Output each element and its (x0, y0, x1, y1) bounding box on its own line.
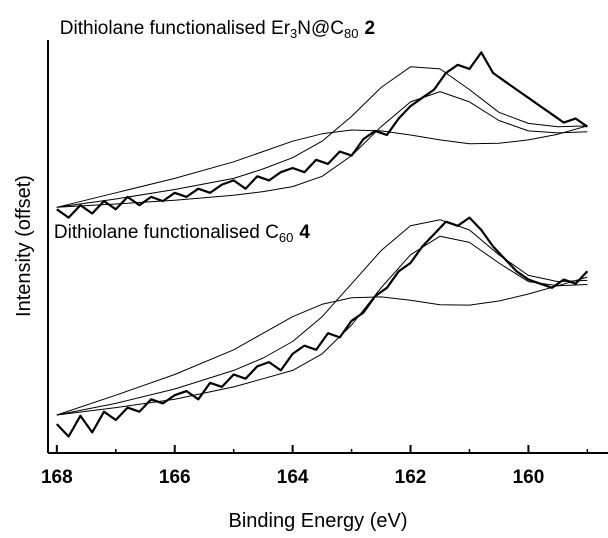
series-line (56, 125, 588, 208)
x-axis-label: Binding Energy (eV) (229, 510, 408, 532)
series-line (56, 216, 589, 438)
x-tick-label: 166 (159, 467, 191, 488)
series-line (56, 276, 588, 416)
x-tick-label: 162 (395, 467, 427, 488)
annotation-part: 80 (344, 26, 358, 41)
series-line (56, 66, 588, 208)
series-line (56, 91, 588, 208)
annotation-part: 2 (364, 18, 375, 39)
annotation: Dithiolane functionalised C60 4 (54, 222, 310, 245)
annotation-part: Dithiolane functionalised C (54, 222, 279, 243)
annotation: Dithiolane functionalised Er3N@C80 2 (60, 18, 375, 41)
series-line (56, 219, 588, 416)
annotation-part: 60 (279, 230, 293, 245)
annotation-part: 4 (299, 222, 310, 243)
x-tick-label: 164 (277, 467, 309, 488)
annotation-part: 3 (290, 26, 297, 41)
y-axis-label: Intensity (offset) (13, 175, 35, 317)
series-line (56, 51, 589, 219)
annotation-part: Dithiolane functionalised Er (60, 18, 291, 39)
x-tick-label: 168 (41, 467, 73, 488)
annotation-part: N@C (297, 18, 344, 39)
x-tick-label: 160 (513, 467, 545, 488)
series-line (56, 235, 588, 416)
